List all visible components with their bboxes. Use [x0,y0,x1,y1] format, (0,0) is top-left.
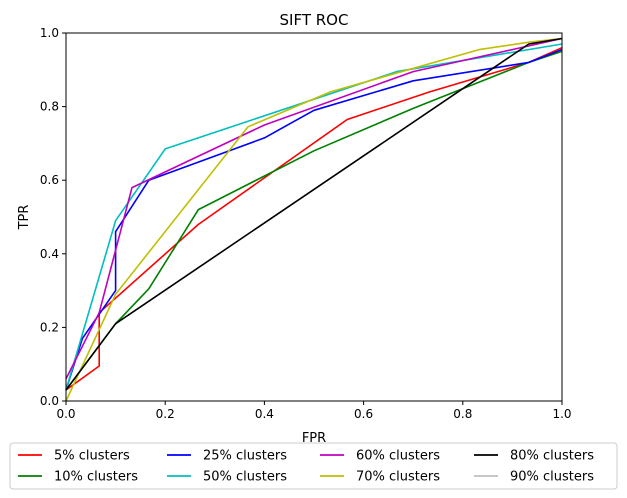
y-tick-label: 0.6 [40,173,59,187]
y-tick-label: 0.8 [40,100,59,114]
series-line-4 [65,37,563,380]
series-layer [65,37,563,402]
x-axis-label: FPR [302,431,326,446]
x-tick-label: 0.8 [453,407,472,421]
y-tick-label: 1.0 [40,26,59,40]
legend-label: 5% clusters [54,449,130,464]
y-axis-ticks: 0.0 0.2 0.4 0.6 0.8 1.0 [40,26,66,408]
plot-frame [65,32,563,402]
legend-label: 60% clusters [356,449,440,464]
x-tick-label: 1.0 [552,407,571,421]
legend-label: 90% clusters [510,470,594,485]
series-line-3 [65,43,563,391]
legend-label: 50% clusters [203,470,287,485]
y-tick-label: 0.0 [40,394,59,408]
legend-label: 80% clusters [510,449,594,464]
chart-title: SIFT ROC [280,11,349,29]
x-axis-ticks: 0.0 0.2 0.4 0.6 0.8 1.0 [56,401,572,421]
y-tick-label: 0.2 [40,320,59,334]
x-tick-label: 0.0 [56,407,75,421]
x-tick-label: 0.2 [156,407,175,421]
series-line-5 [65,37,563,402]
legend-label: 70% clusters [356,470,440,485]
legend-label: 10% clusters [54,470,138,485]
legend-box [9,442,618,490]
series-line-2 [65,48,563,391]
series-line-6 [65,37,563,391]
x-tick-label: 0.4 [255,407,274,421]
legend: 5% clusters 10% clusters 25% clusters 50% c… [18,449,594,485]
x-tick-label: 0.6 [354,407,373,421]
series-line-1 [65,50,563,391]
legend-label: 25% clusters [203,449,287,464]
y-axis-label: TPR [17,205,32,231]
y-tick-label: 0.4 [40,247,59,261]
